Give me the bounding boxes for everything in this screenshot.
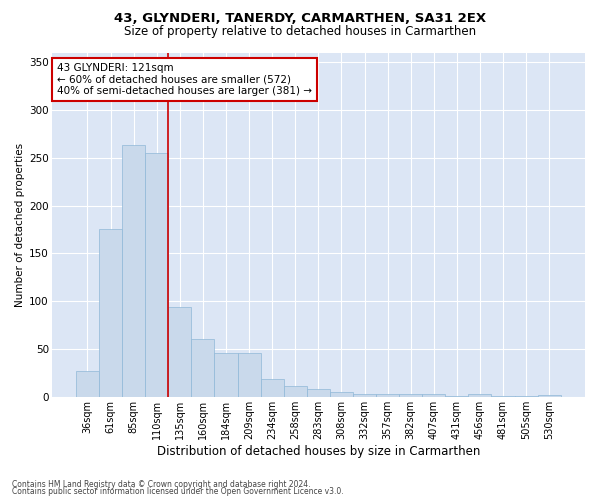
Bar (469, 394, 491, 397)
Bar (168, 307, 191, 397)
Bar (191, 340, 214, 397)
Y-axis label: Number of detached properties: Number of detached properties (15, 142, 25, 306)
Bar (99, 230, 122, 397)
Text: Contains HM Land Registry data © Crown copyright and database right 2024.: Contains HM Land Registry data © Crown c… (12, 480, 311, 489)
Bar (145, 153, 168, 397)
Text: 43, GLYNDERI, TANERDY, CARMARTHEN, SA31 2EX: 43, GLYNDERI, TANERDY, CARMARTHEN, SA31 … (114, 12, 486, 26)
Text: Contains public sector information licensed under the Open Government Licence v3: Contains public sector information licen… (12, 488, 344, 496)
Bar (422, 394, 445, 397)
Bar (538, 395, 561, 397)
Text: Size of property relative to detached houses in Carmarthen: Size of property relative to detached ho… (124, 25, 476, 38)
Bar (515, 396, 538, 397)
Bar (284, 386, 307, 397)
Bar (238, 353, 260, 397)
Bar (491, 396, 515, 397)
Bar (445, 396, 469, 397)
Bar (214, 353, 238, 397)
Bar (353, 394, 376, 397)
X-axis label: Distribution of detached houses by size in Carmarthen: Distribution of detached houses by size … (157, 444, 480, 458)
Bar (399, 394, 422, 397)
Bar (260, 378, 284, 397)
Bar (122, 146, 145, 397)
Bar (330, 392, 353, 397)
Bar (307, 389, 330, 397)
Bar (76, 371, 99, 397)
Text: 43 GLYNDERI: 121sqm
← 60% of detached houses are smaller (572)
40% of semi-detac: 43 GLYNDERI: 121sqm ← 60% of detached ho… (57, 63, 312, 96)
Bar (376, 394, 399, 397)
